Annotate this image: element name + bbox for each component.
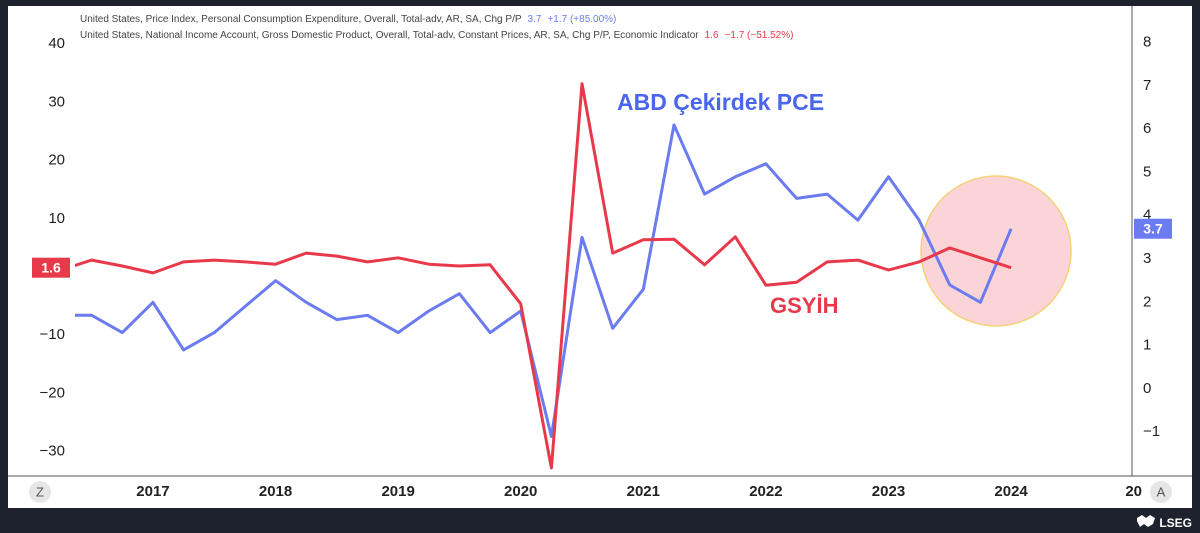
x-tick-label: 2017 (136, 483, 169, 500)
y-tick-label: −10 (40, 326, 65, 343)
y2-tick-label: 3 (1143, 250, 1151, 267)
y-tick-label: 40 (48, 35, 65, 52)
x-tick-label: 2023 (872, 483, 905, 500)
brand-icon (1137, 515, 1155, 527)
y2-tick-label: 2 (1143, 293, 1151, 310)
last-value-label: 3.7 (1143, 220, 1163, 236)
legend-value: 1.6 (705, 30, 719, 41)
annotation: GSYİH (770, 293, 838, 318)
y-tick-label: 20 (48, 152, 65, 169)
legend-entry: United States, National Income Account, … (80, 30, 793, 41)
button-label[interactable]: Z (36, 484, 44, 499)
auto-button[interactable]: A (1150, 481, 1172, 503)
legend-entry: United States, Price Index, Personal Con… (80, 14, 616, 25)
y-tick-label: 30 (48, 93, 65, 110)
x-tick-label: 2018 (259, 483, 292, 500)
x-tick-label: 20 (1125, 483, 1142, 500)
series-line (75, 82, 1012, 470)
y2-tick-label: 6 (1143, 120, 1151, 137)
button-bg[interactable] (1150, 481, 1172, 503)
series-line (75, 123, 1013, 438)
plot (75, 82, 1013, 470)
last-value-badge (32, 257, 70, 278)
y-tick-label: −20 (40, 384, 65, 401)
x-tick-label: 2022 (749, 483, 782, 500)
y2-tick-label: 7 (1143, 77, 1151, 94)
y2-tick-label: 1 (1143, 337, 1151, 354)
y-tick-label: 10 (48, 210, 65, 227)
annotation: ABD Çekirdek PCE (617, 89, 824, 115)
legend-value: 3.7 (528, 14, 542, 25)
legend-name: United States, Price Index, Personal Con… (80, 14, 522, 25)
y2-tick-label: 4 (1143, 207, 1151, 224)
y2-tick-label: 0 (1143, 380, 1151, 397)
button-label[interactable]: A (1157, 484, 1166, 499)
x-tick-label: 2019 (381, 483, 414, 500)
last-value-label: 1.6 (41, 259, 61, 275)
y-tick-label: −30 (40, 443, 65, 460)
x-tick-label: 2024 (994, 483, 1028, 500)
y2-tick-label: −1 (1143, 423, 1160, 440)
legend-change: −1.7 (−51.52%) (725, 30, 794, 41)
zoom-button[interactable]: Z (29, 481, 51, 503)
last-value-badge (1134, 218, 1172, 239)
x-tick-label: 2020 (504, 483, 537, 500)
button-bg[interactable] (29, 481, 51, 503)
legend-change: +1.7 (+85.00%) (547, 14, 616, 25)
y2-tick-label: 8 (1143, 34, 1151, 51)
y2-tick-label: 5 (1143, 163, 1151, 180)
x-tick-label: 2021 (627, 483, 660, 500)
brand: LSEG (1159, 516, 1192, 530)
legend-name: United States, National Income Account, … (80, 30, 699, 41)
